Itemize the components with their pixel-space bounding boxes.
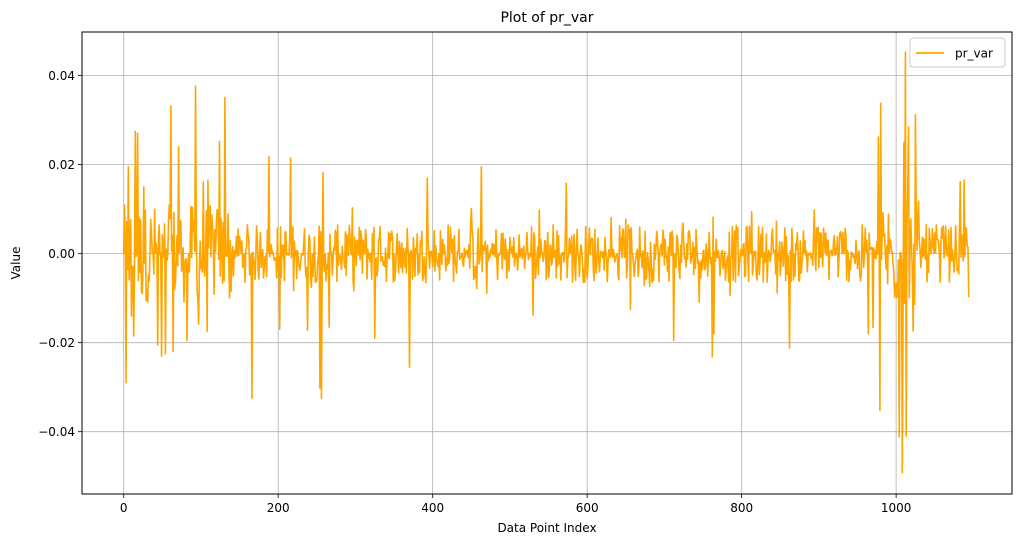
legend-box — [909, 37, 1006, 68]
y-axis-label: Value — [9, 247, 23, 280]
axes-frame — [81, 31, 1013, 495]
plot-area — [122, 51, 970, 474]
x-axis-ticks: 0 200 400 600 800 1000 — [120, 494, 912, 515]
legend-label-pr-var: pr_var — [955, 47, 993, 61]
x-tick-label: 0 — [120, 501, 128, 515]
x-tick-label: 600 — [576, 501, 599, 515]
y-tick-label: −0.04 — [38, 425, 75, 439]
legend: pr_var — [909, 37, 1006, 68]
y-tick-label: 0.00 — [48, 247, 75, 261]
x-tick-label: 800 — [730, 501, 753, 515]
y-tick-label: −0.02 — [38, 336, 75, 350]
x-tick-label: 200 — [267, 501, 290, 515]
y-tick-label: 0.02 — [48, 158, 75, 172]
chart-title: Plot of pr_var — [500, 10, 593, 26]
y-axis-ticks: −0.04 −0.02 0.00 0.02 0.04 — [38, 69, 82, 439]
series-line-pr-var — [122, 51, 970, 474]
x-axis-label: Data Point Index — [497, 521, 596, 535]
y-tick-label: 0.04 — [48, 69, 75, 83]
x-tick-label: 400 — [421, 501, 444, 515]
x-tick-label: 1000 — [881, 501, 912, 515]
